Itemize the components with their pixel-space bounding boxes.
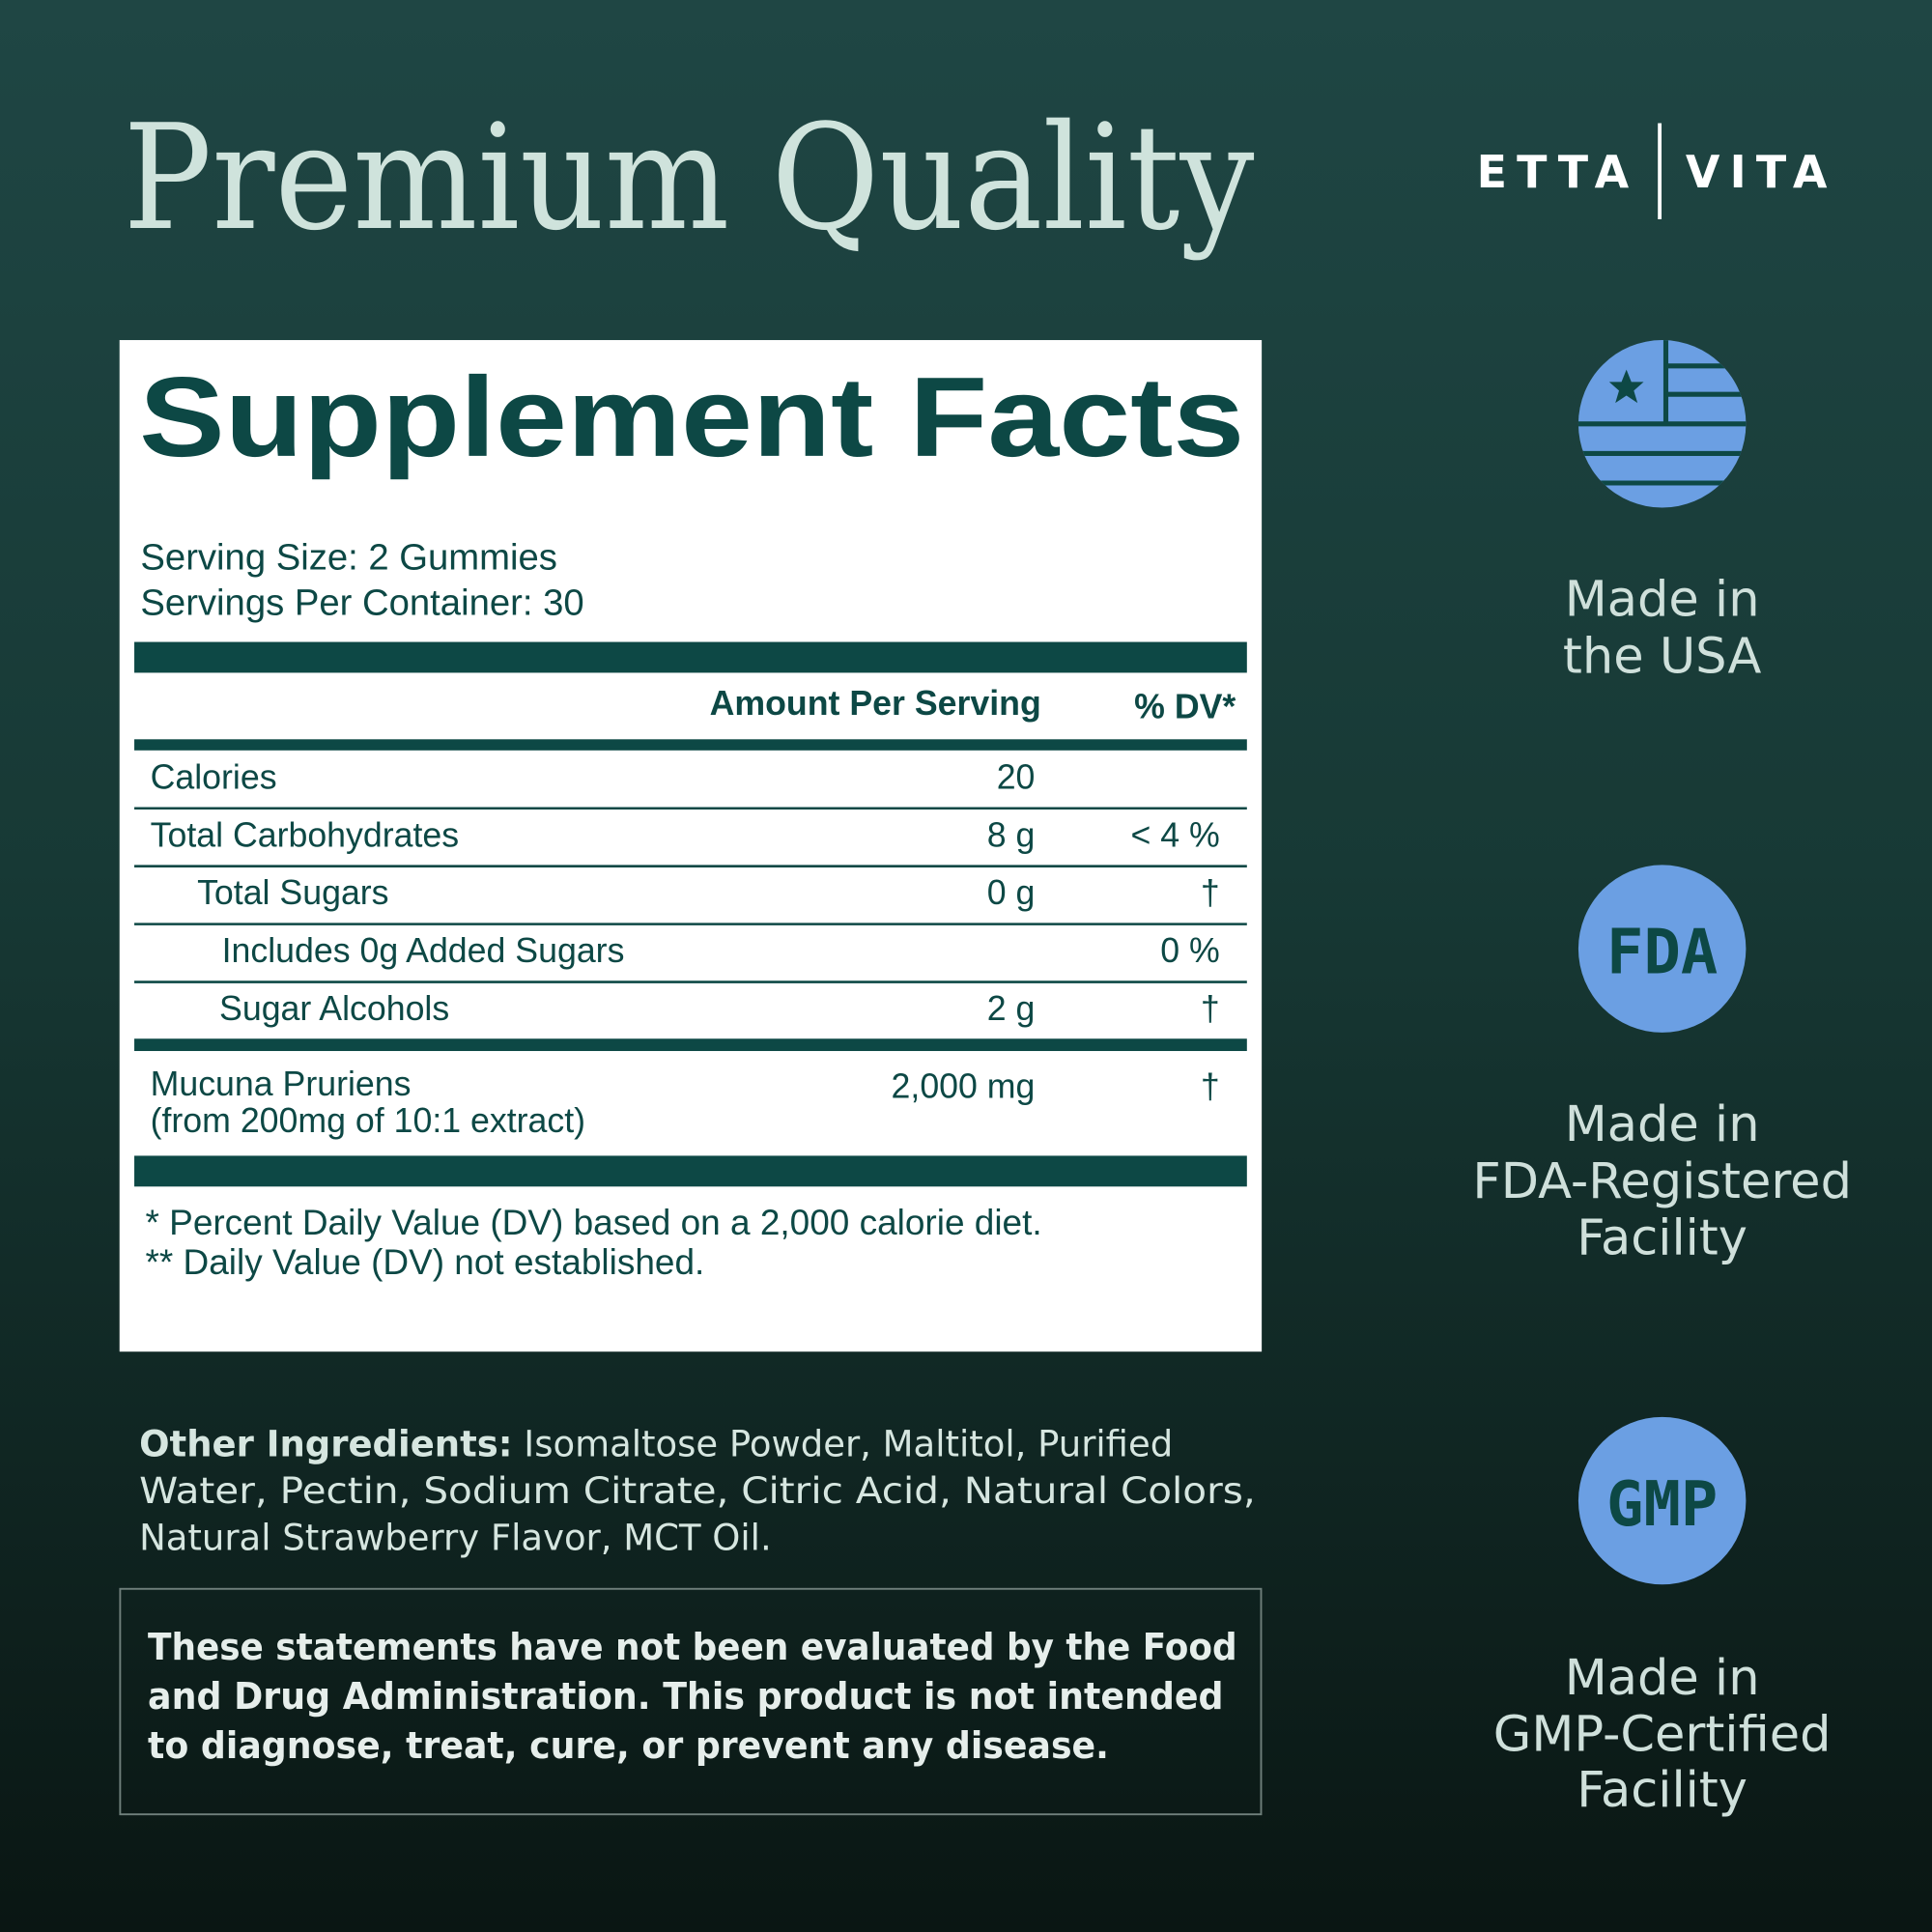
ingredients-text: Natural Strawberry Flavor, MCT Oil.: [139, 1518, 772, 1559]
row-name: Total Carbohydrates: [151, 815, 460, 854]
row-name: Calories: [151, 757, 277, 796]
serving-size: Serving Size: 2 Gummies: [140, 536, 557, 578]
badge-icon-text: GMP: [1606, 1469, 1718, 1541]
row-amount: 2,000 mg: [892, 1066, 1036, 1105]
row-amount: 20: [997, 757, 1036, 796]
disclaimer-box: [119, 1587, 1263, 1816]
icon-circle: [1577, 865, 1747, 1033]
row-dv: †: [1201, 989, 1220, 1028]
row-name: (from 200mg of 10:1 extract): [151, 1101, 585, 1140]
disclaimer-line: to diagnose, treat, cure, or prevent any…: [148, 1724, 1109, 1768]
badge-label: Made in: [1565, 1096, 1760, 1153]
badge-label: Made in: [1565, 1650, 1760, 1707]
badge-label: FDA-Registered: [1472, 1153, 1852, 1210]
column-header: % DV*: [1134, 688, 1236, 726]
usa-icon: [1577, 340, 1747, 508]
row-dv: 0 %: [1160, 931, 1220, 970]
page-title: Premium Quality: [124, 94, 1255, 263]
disclaimer-line: and Drug Administration. This product is…: [148, 1675, 1224, 1719]
star: [1608, 369, 1644, 404]
ingredients-label: Other Ingredients:: [139, 1424, 512, 1465]
row-name: Total Sugars: [197, 873, 388, 912]
row-name: Sugar Alcohols: [219, 989, 449, 1028]
icon-circle: [1577, 1416, 1747, 1585]
rule: [134, 1038, 1247, 1052]
disclaimer-line: These statements have not been evaluated…: [148, 1626, 1237, 1669]
row-amount: 0 g: [987, 873, 1036, 912]
brand-left: ETTA: [1477, 146, 1639, 198]
badge-label: the USA: [1563, 628, 1762, 685]
ingredients-line: Other Ingredients: Isomaltose Powder, Ma…: [139, 1424, 1173, 1465]
ingredients-text: Water, Pectin, Sodium Citrate, Citric Ac…: [139, 1470, 1256, 1512]
thick-rule: [134, 1155, 1247, 1187]
facts-title: Supplement Facts: [139, 354, 1244, 480]
badge-label: GMP-Certified: [1493, 1706, 1832, 1763]
row-dv: < 4 %: [1130, 815, 1219, 854]
row-name: Mucuna Pruriens: [151, 1065, 412, 1103]
column-header: Amount Per Serving: [710, 684, 1041, 723]
flag-stripes: [1577, 340, 1747, 486]
row-amount: 8 g: [987, 815, 1036, 854]
thick-rule: [134, 641, 1247, 673]
badge-label: Facility: [1577, 1209, 1747, 1266]
badge-icon-text: FDA: [1606, 918, 1718, 989]
servings-per-container: Servings Per Container: 30: [140, 582, 583, 623]
brand-right: VITA: [1686, 146, 1837, 198]
row-name: Includes 0g Added Sugars: [222, 931, 625, 970]
row-amount: 2 g: [987, 989, 1036, 1028]
row-dv: †: [1201, 1066, 1220, 1105]
footnote: ** Daily Value (DV) not established.: [146, 1242, 705, 1282]
rule: [134, 739, 1247, 751]
ingredients-text: Isomaltose Powder, Maltitol, Purified: [524, 1424, 1173, 1465]
badge-label: Made in: [1565, 572, 1760, 629]
row-dv: †: [1201, 873, 1220, 912]
badge-label: Facility: [1577, 1762, 1747, 1819]
footnote: * Percent Daily Value (DV) based on a 2,…: [146, 1203, 1042, 1242]
